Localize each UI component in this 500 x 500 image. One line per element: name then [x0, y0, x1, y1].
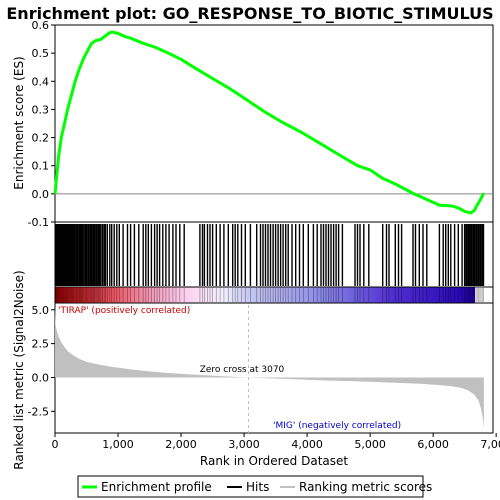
x-tick-label: 2,000: [165, 438, 197, 451]
es-y-tick-label: 0.4: [32, 75, 50, 88]
es-y-tick-label: 0.2: [32, 132, 50, 145]
es-y-axis: -0.1 0.0 0.1 0.2 0.3 0.4 0.5 0.6: [28, 19, 55, 229]
x-tick-label: 6,000: [417, 438, 449, 451]
legend-ranking-label: Ranking metric scores: [299, 480, 432, 494]
x-tick-label: 7,000: [480, 438, 500, 451]
es-y-axis-label: Enrichment score (ES): [12, 56, 26, 189]
zero-cross-label: Zero cross at 3070: [200, 365, 285, 375]
x-tick-label: 1,000: [102, 438, 134, 451]
negative-correlation-label: 'MIG' (negatively correlated): [273, 421, 401, 431]
legend-box: [77, 475, 424, 498]
ranking-panel-frame: [54, 302, 494, 434]
ranking-y-axis-label: Ranked list metric (Signal2Noise): [12, 270, 26, 469]
rank-color-bar-hits: [55, 288, 484, 302]
hits-ticks: [55, 224, 485, 286]
es-y-tick-label: 0.6: [32, 19, 50, 32]
x-tick-label: 3,000: [228, 438, 260, 451]
chart-title: Enrichment plot: GO_RESPONSE_TO_BIOTIC_S…: [6, 4, 493, 23]
ranking-y-tick-label: 0.0: [32, 371, 50, 384]
ranking-y-axis: -2.5 0.0 2.5 5.0: [28, 304, 55, 418]
es-y-tick-label: -0.1: [28, 216, 49, 229]
x-axis: 0 1,000 2,000 3,000 4,000 5,000 6,000 7,000: [52, 433, 500, 451]
rank-color-bar: [55, 287, 475, 303]
ranking-y-tick-label: -2.5: [28, 405, 49, 418]
x-axis-label: Rank in Ordered Dataset: [200, 454, 348, 468]
es-y-tick-label: 0.1: [32, 160, 50, 173]
ranking-y-tick-label: 2.5: [32, 338, 50, 351]
enrichment-profile-line: [53, 30, 485, 215]
x-tick-label: 0: [52, 438, 59, 451]
ranking-y-tick-label: 5.0: [32, 304, 50, 317]
legend-hits-label: Hits: [246, 480, 269, 494]
x-tick-label: 4,000: [291, 438, 323, 451]
es-y-tick-label: 0.3: [32, 103, 50, 116]
es-y-tick-label: 0.5: [32, 47, 50, 60]
x-tick-label: 5,000: [354, 438, 386, 451]
legend-enrichment-label: Enrichment profile: [101, 480, 212, 494]
es-y-tick-label: 0.0: [32, 188, 50, 201]
positive-correlation-label: 'TIRAP' (positively correlated): [58, 306, 190, 316]
es-panel-frame: [54, 24, 494, 223]
